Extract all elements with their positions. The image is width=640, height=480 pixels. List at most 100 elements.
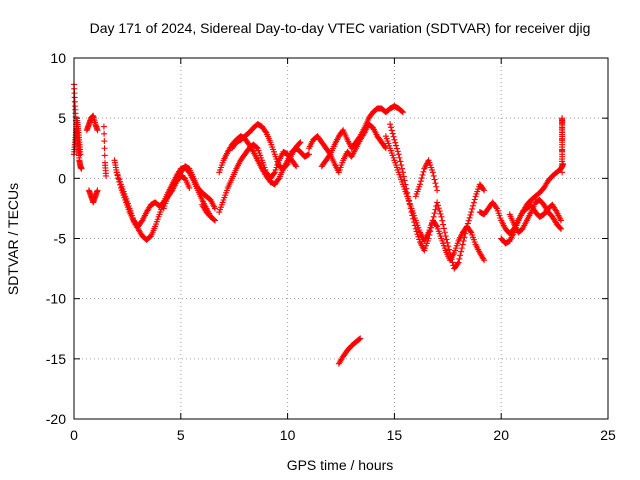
y-tick-label: 0 xyxy=(58,170,66,186)
data-point xyxy=(211,205,218,212)
data-point xyxy=(399,169,406,176)
data-point xyxy=(297,139,304,146)
data-point xyxy=(101,152,108,159)
data-point xyxy=(412,225,419,232)
data-point xyxy=(445,243,452,250)
data-point xyxy=(447,253,454,260)
data-point xyxy=(275,176,282,183)
data-point xyxy=(559,147,566,154)
data-point xyxy=(414,231,421,238)
data-point xyxy=(438,213,445,220)
data-point xyxy=(466,214,473,221)
data-point xyxy=(436,208,443,215)
data-point xyxy=(432,206,439,213)
data-point xyxy=(440,221,447,228)
data-point xyxy=(293,163,300,170)
data-point xyxy=(449,259,456,266)
data-point xyxy=(417,178,424,185)
data-point xyxy=(394,148,401,155)
data-point xyxy=(253,144,260,151)
x-tick-label: 15 xyxy=(387,427,403,443)
data-point xyxy=(100,123,107,130)
data-point xyxy=(559,115,566,122)
data-point xyxy=(454,260,461,267)
data-point xyxy=(399,165,406,172)
data-point xyxy=(404,189,411,196)
data-point xyxy=(440,225,447,232)
data-point xyxy=(186,184,193,191)
data-point xyxy=(405,193,412,200)
data-point xyxy=(400,173,407,180)
data-point xyxy=(470,199,477,206)
data-point xyxy=(467,228,474,235)
data-point xyxy=(409,212,416,219)
data-point xyxy=(78,165,85,172)
y-tick-label: -10 xyxy=(46,291,66,307)
chart-title: Day 171 of 2024, Sidereal Day-to-day VTE… xyxy=(90,20,591,36)
plot-frame xyxy=(73,57,609,420)
data-point xyxy=(101,138,108,145)
data-point xyxy=(390,133,397,140)
data-point xyxy=(458,245,465,252)
data-point xyxy=(211,216,218,223)
data-point xyxy=(558,217,565,224)
data-point xyxy=(437,210,444,217)
data-point xyxy=(101,145,108,152)
data-point xyxy=(434,199,441,206)
data-point xyxy=(471,196,478,203)
data-point xyxy=(456,255,463,262)
data-point xyxy=(432,180,439,187)
data-point xyxy=(552,207,559,214)
data-point xyxy=(396,154,403,161)
data-point xyxy=(94,187,101,194)
y-tick-label: 10 xyxy=(50,50,66,66)
x-tick-label: 25 xyxy=(600,427,616,443)
y-tick-label: -15 xyxy=(46,351,66,367)
data-point xyxy=(101,130,108,137)
data-point xyxy=(493,204,500,211)
data-point xyxy=(481,187,488,194)
data-point xyxy=(465,217,472,224)
data-point xyxy=(559,158,566,165)
data-point xyxy=(403,185,410,192)
x-tick-label: 5 xyxy=(177,427,185,443)
data-point xyxy=(402,181,409,188)
data-point xyxy=(441,229,448,236)
x-tick-label: 20 xyxy=(493,427,509,443)
data-point xyxy=(418,175,425,182)
data-point xyxy=(433,222,440,229)
data-point xyxy=(389,130,396,137)
data-point xyxy=(392,139,399,146)
data-point xyxy=(357,335,364,342)
data-point xyxy=(455,259,462,266)
data-point xyxy=(103,172,110,179)
data-point xyxy=(480,186,487,193)
data-point xyxy=(429,169,436,176)
data-point xyxy=(446,246,453,253)
data-point xyxy=(442,233,449,240)
y-tick-label: -5 xyxy=(54,231,67,247)
data-point xyxy=(559,125,566,132)
x-axis-label: GPS time / hours xyxy=(287,457,394,473)
data-point xyxy=(406,201,413,208)
data-points xyxy=(71,81,567,367)
y-tick-label: -20 xyxy=(46,411,66,427)
data-point xyxy=(463,227,470,234)
data-point xyxy=(431,176,438,183)
data-point xyxy=(417,181,424,188)
data-point xyxy=(444,239,451,246)
data-point xyxy=(387,124,394,131)
data-point xyxy=(434,202,441,209)
data-point xyxy=(77,151,84,158)
data-point xyxy=(391,136,398,143)
x-tick-label: 10 xyxy=(280,427,296,443)
data-point xyxy=(419,171,426,178)
data-point xyxy=(557,224,564,231)
data-point xyxy=(427,228,434,235)
data-point xyxy=(416,236,423,243)
data-point xyxy=(399,108,406,115)
data-point xyxy=(481,257,488,264)
data-point xyxy=(395,151,402,158)
data-point xyxy=(559,169,566,176)
data-point xyxy=(94,127,101,134)
